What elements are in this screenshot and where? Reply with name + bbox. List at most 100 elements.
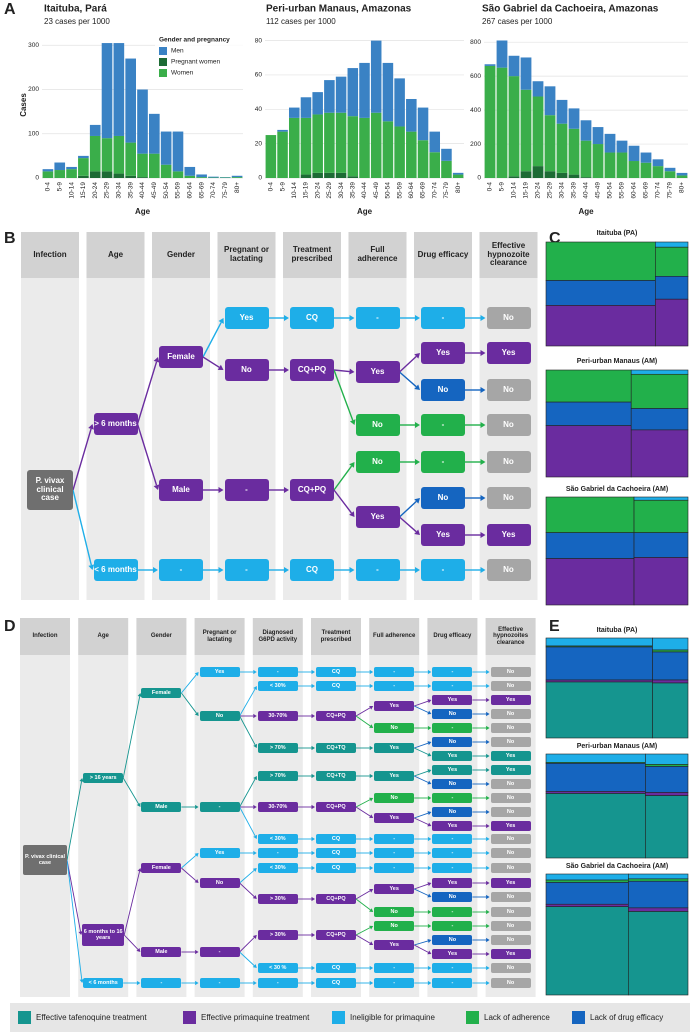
tree-node: CQ+PQ	[290, 359, 334, 381]
edge-arrowhead	[486, 923, 490, 929]
tree-node: < 6 months	[83, 977, 124, 989]
bar-segment	[288, 107, 300, 118]
bar-segment	[172, 131, 184, 172]
column-header: Pregnant or lactating	[224, 245, 269, 263]
x-tick-label: 80+	[455, 182, 462, 193]
column-header-bg	[348, 232, 407, 278]
edge-arrowhead	[415, 315, 420, 321]
edge-arrowhead	[79, 979, 84, 983]
tree-node: No	[490, 778, 531, 790]
edge-arrowhead	[349, 511, 355, 517]
column-header: Full adherence	[373, 633, 416, 640]
tree-node: Yes	[432, 750, 473, 762]
tree-node: 30-70%	[257, 801, 298, 813]
column-header: Pregnant or lactating	[202, 629, 237, 643]
edge-arrowhead	[480, 350, 486, 356]
bar-segment	[508, 76, 520, 177]
edge-arrowhead	[414, 529, 420, 535]
mosaic-cell	[545, 305, 656, 347]
bar-segment	[196, 174, 207, 178]
tree-node: CQ+PQ	[316, 801, 356, 813]
tree-node: < 30%	[257, 833, 298, 845]
edge-arrowhead	[253, 713, 257, 719]
edge	[136, 361, 158, 425]
tree-node: CQ	[290, 307, 334, 329]
bar-segment	[417, 107, 429, 141]
bar-segment	[394, 126, 405, 178]
column-body-bg	[194, 655, 245, 997]
tree-node: Male	[141, 946, 182, 958]
bar-segment	[335, 76, 347, 113]
bar-segment	[277, 129, 288, 132]
edge-arrowhead	[427, 882, 432, 887]
edge	[181, 674, 197, 694]
x-tick-label: 15-19	[523, 182, 530, 199]
column-body-bg	[217, 278, 276, 600]
chart-title: São Gabriel da Cachoeira, Amazonas	[482, 4, 659, 15]
edge-arrowhead	[480, 315, 486, 321]
y-tick-label: 0	[258, 175, 262, 182]
tree-node: CQ+PQ	[316, 710, 356, 722]
edge-arrowhead	[427, 710, 432, 715]
mosaic-cell	[545, 791, 646, 794]
x-tick-label: 70-74	[210, 182, 217, 199]
edge	[414, 742, 429, 749]
bar-segment	[137, 177, 148, 178]
tree-node: No	[490, 833, 531, 845]
column-header: Effective hypnozoite clearance	[487, 240, 530, 268]
edge-arrowhead	[311, 980, 315, 986]
tree-node: No	[486, 451, 531, 473]
tree-node: P. vivax clinical case	[27, 470, 73, 510]
mosaic-cell	[655, 298, 689, 347]
x-tick-label: 40-44	[361, 182, 368, 199]
bar-segment	[66, 166, 77, 170]
edge	[123, 871, 141, 936]
tree-node: CQ	[316, 847, 356, 859]
legend-label: Women	[171, 70, 194, 77]
edge-arrowhead	[427, 683, 432, 689]
edge-arrowhead	[427, 865, 432, 871]
x-tick-label: 80+	[234, 182, 241, 193]
edge-arrowhead	[369, 965, 374, 971]
mosaic-cell	[545, 879, 629, 883]
edge-arrowhead	[195, 980, 199, 986]
tree-node: No	[490, 792, 531, 804]
edge	[414, 883, 429, 890]
tree-node: -	[421, 451, 465, 473]
y-tick-label: 40	[255, 106, 263, 113]
tree-node: CQ+PQ	[316, 929, 356, 941]
edge-arrowhead	[486, 739, 490, 745]
legend-label: Lack of adherence	[484, 1013, 550, 1022]
x-tick-label: 0-4	[268, 182, 275, 192]
bar-segment	[556, 99, 568, 124]
tree-node: Yes	[374, 770, 415, 782]
edge-arrowhead	[369, 669, 374, 675]
bar-segment	[78, 155, 89, 159]
legend-swatch	[183, 1011, 196, 1024]
column-header-bg	[427, 618, 478, 655]
x-tick-label: 50-54	[607, 182, 614, 199]
tree-node: Yes	[432, 820, 473, 832]
tree-node: < 30%	[257, 680, 298, 692]
tree-node: Yes	[421, 524, 465, 546]
edge	[181, 867, 197, 882]
edge	[239, 937, 255, 953]
edge-arrowhead	[427, 741, 432, 746]
edge	[122, 777, 140, 805]
tree-node: Yes	[199, 666, 240, 678]
mosaic-cell	[645, 764, 689, 767]
edge-arrowhead	[194, 672, 199, 677]
x-tick-label: 20-24	[92, 182, 99, 199]
column-header: Drug efficacy	[417, 249, 469, 259]
x-axis-label: Age	[135, 207, 151, 216]
column-header-bg	[479, 232, 538, 278]
edge-arrowhead	[311, 896, 315, 902]
tree-node: Yes	[421, 342, 465, 364]
edge-arrowhead	[311, 965, 315, 971]
bar-segment	[113, 135, 125, 174]
tree-node: No	[224, 359, 269, 381]
bar-segment	[544, 171, 556, 178]
bar-segment	[652, 159, 664, 167]
column-body-bg	[479, 278, 538, 600]
